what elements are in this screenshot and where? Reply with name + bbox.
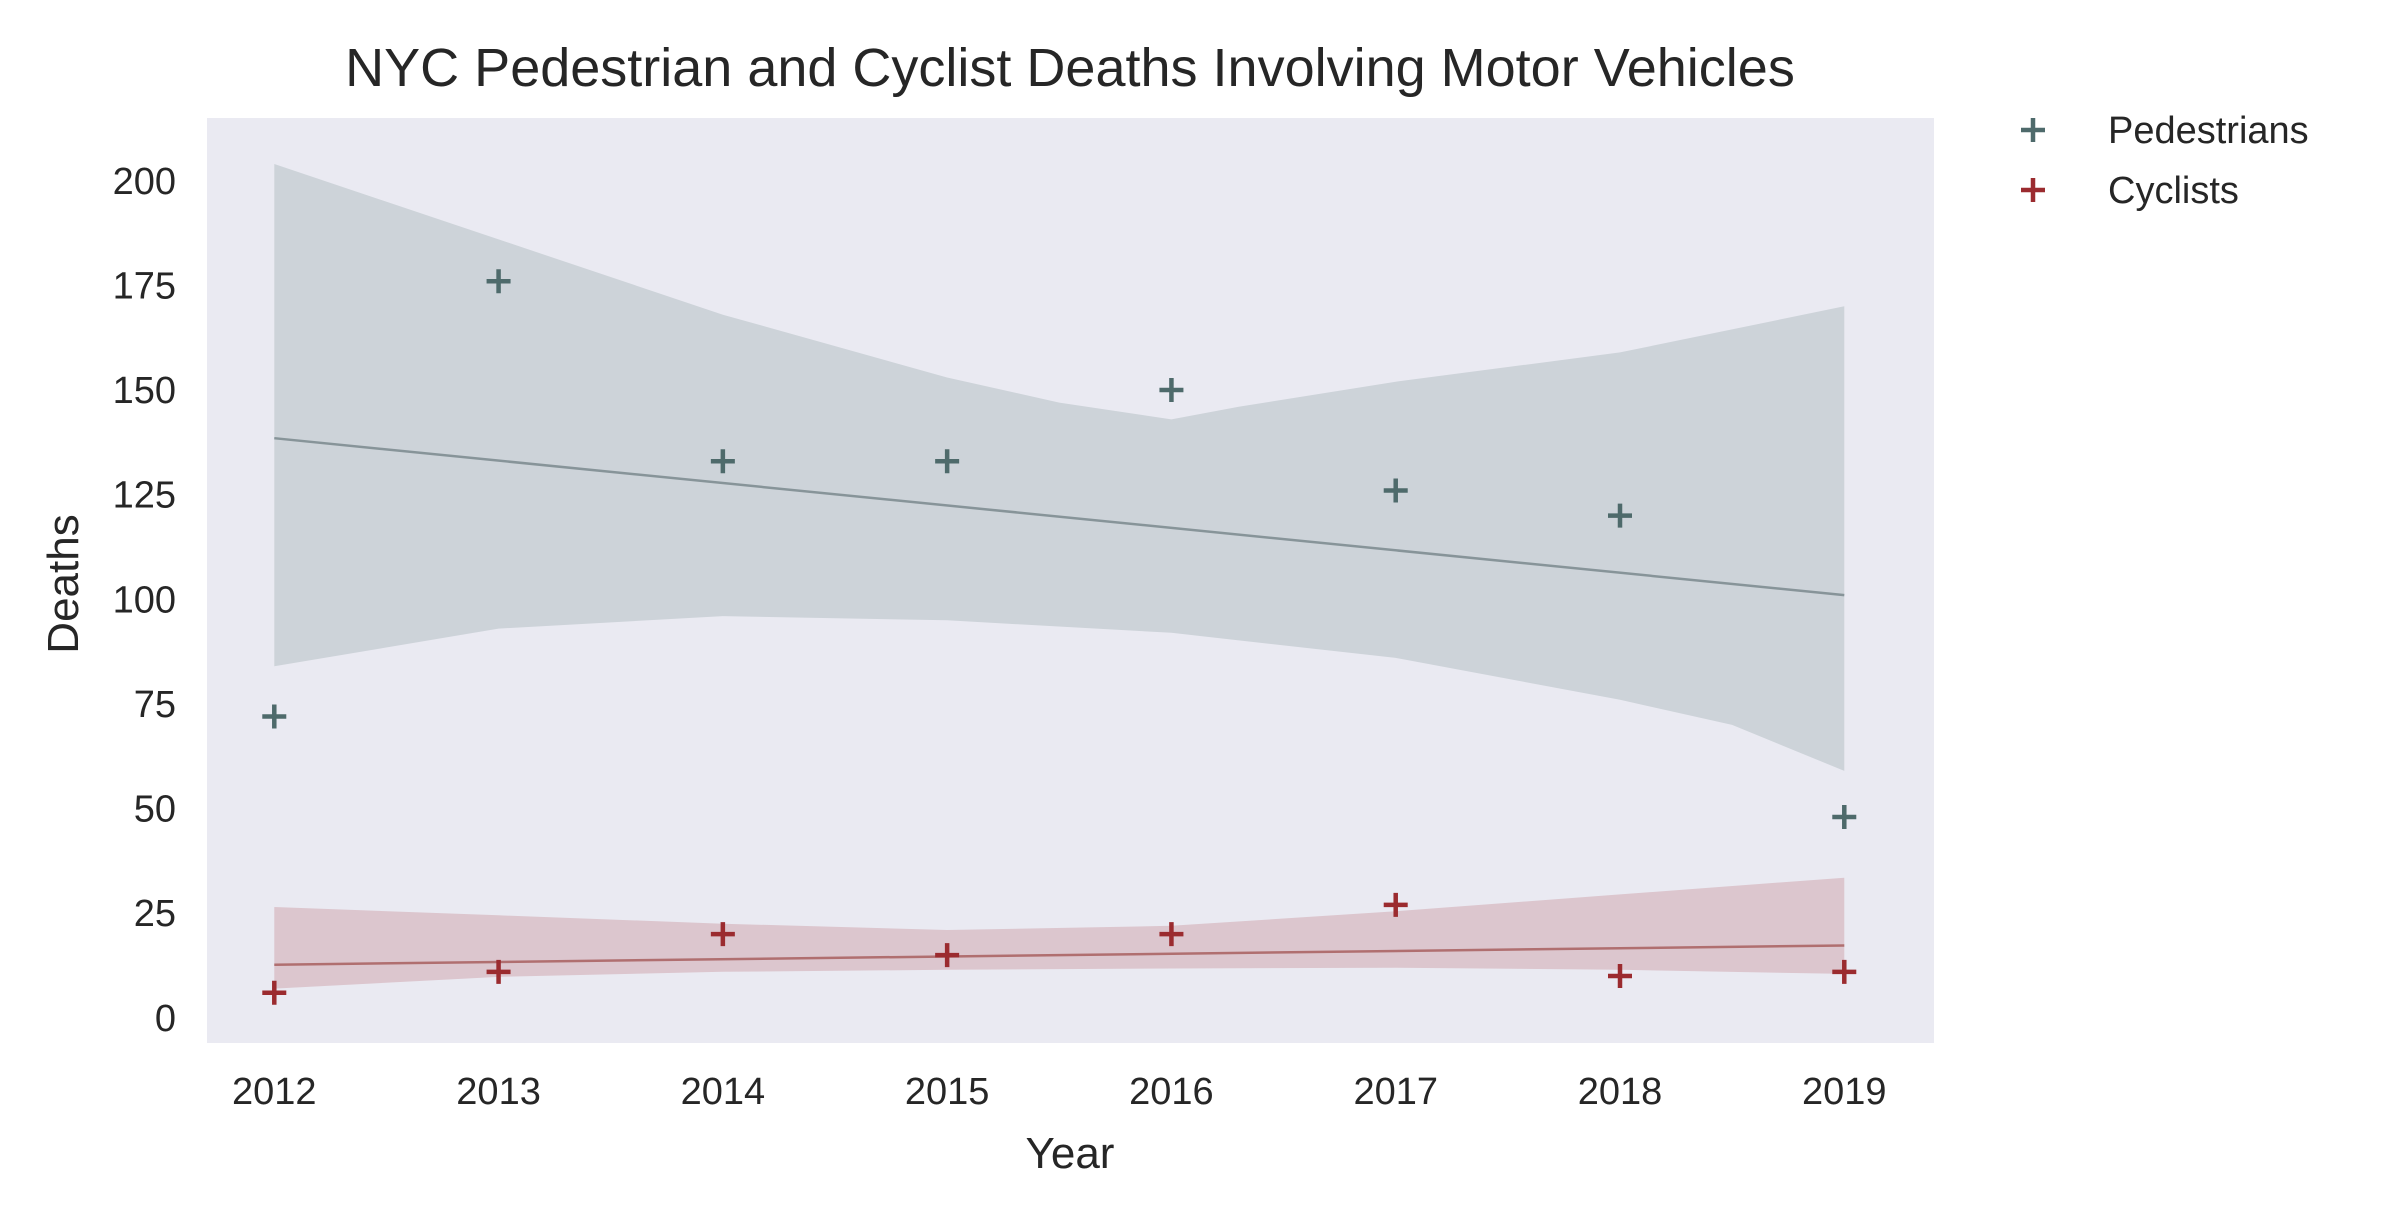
y-tick-label-25: 25 <box>134 893 176 935</box>
cyclists-point-2012 <box>262 980 287 1005</box>
x-tick-label-2018: 2018 <box>1578 1071 1663 1113</box>
pedestrians-trend-line <box>274 436 1845 597</box>
pedestrians-point-2018 <box>1608 503 1632 528</box>
cyclists-point-2019 <box>1832 959 1857 984</box>
pedestrians-point-2015 <box>935 449 960 474</box>
x-tick-label-2016: 2016 <box>1129 1071 1214 1113</box>
x-tick-label-2013: 2013 <box>456 1071 541 1113</box>
pedestrians-point-2014 <box>710 449 735 474</box>
y-tick-label-200: 200 <box>113 161 176 203</box>
x-tick-label-2014: 2014 <box>681 1071 766 1113</box>
y-tick-label-50: 50 <box>134 789 176 831</box>
cyclists-point-2018 <box>1608 964 1632 989</box>
y-tick-label-150: 150 <box>113 370 176 412</box>
cyclists-legend-label: Cyclists <box>2108 170 2239 212</box>
x-tick-label-2012: 2012 <box>232 1071 317 1113</box>
cyclists-point-2014 <box>710 922 735 947</box>
pedestrians-legend-label: Pedestrians <box>2108 110 2309 152</box>
legend: Pedestrians Cyclists <box>2021 110 2309 212</box>
pedestrians-point-2019 <box>1832 804 1857 829</box>
pedestrians-point-2012 <box>262 704 287 729</box>
pedestrians-point-2013 <box>486 269 511 294</box>
cyclists-legend-marker <box>2021 178 2045 202</box>
cyclists-point-2017 <box>1383 892 1408 917</box>
pedestrians-point-2017 <box>1383 478 1408 503</box>
cyclists-point-2016 <box>1159 922 1184 947</box>
y-tick-label-100: 100 <box>113 579 176 621</box>
x-tick-label-2017: 2017 <box>1353 1071 1438 1113</box>
data-markers <box>262 269 1857 1005</box>
cyclists-trend-line <box>274 944 1845 966</box>
y-tick-label-75: 75 <box>134 684 176 726</box>
x-tick-labels: 2012 2013 2014 2015 2016 2017 2018 2019 <box>232 1071 1887 1113</box>
cyclists-point-2013 <box>486 959 511 984</box>
y-tick-label-0: 0 <box>155 998 176 1040</box>
chart-title: NYC Pedestrian and Cyclist Deaths Involv… <box>345 38 1795 98</box>
y-tick-label-175: 175 <box>113 265 176 307</box>
x-tick-label-2019: 2019 <box>1802 1071 1887 1113</box>
y-tick-labels: 0 25 50 75 100 125 150 175 200 <box>113 161 176 1040</box>
pedestrians-legend-marker <box>2021 118 2045 142</box>
x-axis-label: Year <box>1026 1129 1115 1178</box>
pedestrians-point-2016 <box>1159 378 1184 403</box>
regression-lines <box>274 436 1845 966</box>
y-axis-label: Deaths <box>39 514 88 653</box>
y-tick-label-125: 125 <box>113 475 176 517</box>
x-tick-label-2015: 2015 <box>905 1071 990 1113</box>
pedestrians-confidence-band <box>274 164 1845 771</box>
cyclists-point-2015 <box>935 943 960 968</box>
